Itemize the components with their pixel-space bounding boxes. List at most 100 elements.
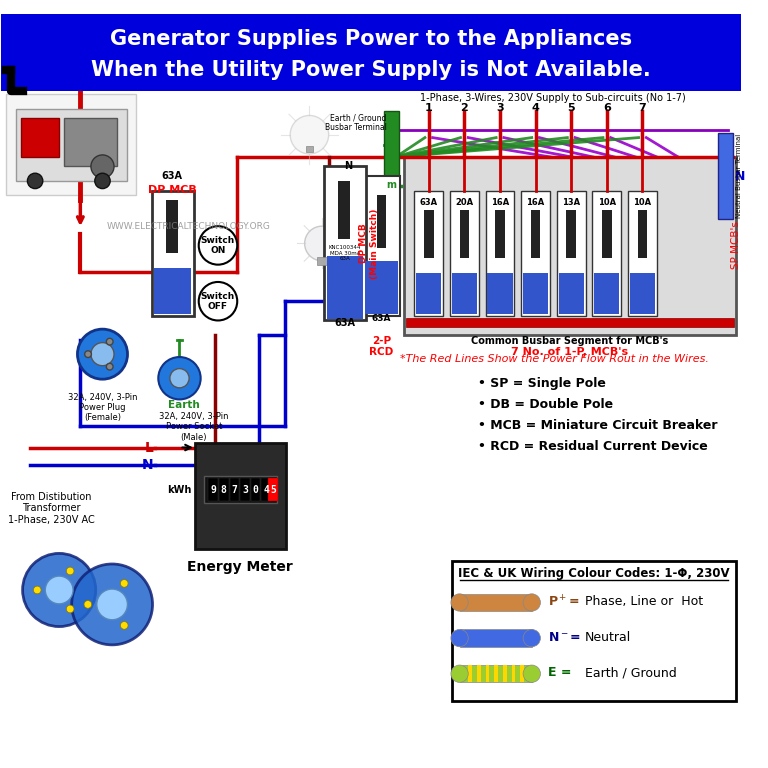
Bar <box>488 273 512 314</box>
Text: 2-P
RCD: 2-P RCD <box>369 336 394 357</box>
Text: Switch
ON: Switch ON <box>201 236 235 255</box>
Bar <box>326 256 363 319</box>
Text: KNC100344
MDA 30mA
63A: KNC100344 MDA 30mA 63A <box>329 245 361 261</box>
Text: 4: 4 <box>531 103 540 113</box>
Text: • MCB = Miniature Circuit Breaker: • MCB = Miniature Circuit Breaker <box>478 419 717 432</box>
Text: Phase, Line or  Hot: Phase, Line or Hot <box>584 595 703 608</box>
Text: 3: 3 <box>496 103 504 113</box>
Bar <box>628 190 657 316</box>
Text: 8: 8 <box>221 485 227 495</box>
Bar <box>219 478 229 502</box>
Circle shape <box>28 174 43 189</box>
Bar <box>459 594 531 611</box>
Text: 63A: 63A <box>335 319 356 329</box>
Bar <box>306 146 313 152</box>
Bar <box>16 109 127 181</box>
Text: kWh: kWh <box>167 485 192 495</box>
Bar <box>452 273 477 314</box>
Text: • SP = Single Pole: • SP = Single Pole <box>478 376 606 389</box>
Circle shape <box>66 605 74 613</box>
Bar <box>551 640 558 646</box>
Text: When the Utility Power Supply is Not Available.: When the Utility Power Supply is Not Ava… <box>91 60 651 80</box>
Text: *The Red Lines Show the Power Flow Rout in the Wires.: *The Red Lines Show the Power Flow Rout … <box>400 354 710 364</box>
Circle shape <box>121 621 128 629</box>
Bar <box>459 210 469 258</box>
Circle shape <box>523 594 541 611</box>
Bar <box>324 167 366 320</box>
Text: 4: 4 <box>263 485 269 495</box>
Circle shape <box>33 586 41 594</box>
Circle shape <box>106 338 113 345</box>
Text: Common Busbar Segment for MCB's: Common Busbar Segment for MCB's <box>471 336 668 346</box>
Bar <box>477 665 481 683</box>
Bar <box>166 200 177 253</box>
Text: DP MCB: DP MCB <box>148 185 197 195</box>
Circle shape <box>290 115 329 154</box>
Bar <box>416 273 442 314</box>
Text: N: N <box>344 161 352 171</box>
Text: 16A: 16A <box>527 197 545 207</box>
Bar <box>363 176 400 316</box>
Circle shape <box>45 576 73 604</box>
Bar <box>637 210 647 258</box>
Text: 20A: 20A <box>455 197 473 207</box>
Text: • RCD = Residual Current Device: • RCD = Residual Current Device <box>478 440 707 453</box>
Bar <box>594 273 619 314</box>
Circle shape <box>451 665 468 683</box>
Text: DP MCB
(Main Switch): DP MCB (Main Switch) <box>359 208 379 279</box>
Circle shape <box>66 567 74 574</box>
Circle shape <box>94 174 110 189</box>
Text: 6: 6 <box>603 103 611 113</box>
Text: From Distibution
Transformer
1-Phase, 230V AC: From Distibution Transformer 1-Phase, 23… <box>8 492 94 525</box>
Text: 16A: 16A <box>491 197 509 207</box>
Bar <box>485 190 515 316</box>
Bar <box>529 665 533 683</box>
Text: 0: 0 <box>253 485 259 495</box>
Bar <box>2 15 740 91</box>
Text: • DB = Double Pole: • DB = Double Pole <box>478 398 613 411</box>
Text: N$^-$=: N$^-$= <box>548 631 581 644</box>
Text: IEC & UK Wiring Colour Codes: 1-Φ, 230V: IEC & UK Wiring Colour Codes: 1-Φ, 230V <box>458 567 730 580</box>
Bar <box>151 190 194 316</box>
Text: 9: 9 <box>210 485 216 495</box>
Bar <box>452 561 736 700</box>
Circle shape <box>84 601 91 608</box>
Text: 1: 1 <box>425 103 432 113</box>
Bar <box>250 478 260 502</box>
Circle shape <box>91 343 114 366</box>
Bar <box>630 273 655 314</box>
Bar <box>383 111 399 176</box>
Bar <box>592 190 621 316</box>
Text: Neutral: Neutral <box>584 631 631 644</box>
Text: L: L <box>144 441 154 455</box>
Text: Busbar Terminal: Busbar Terminal <box>325 124 386 132</box>
Text: Energy Meter: Energy Meter <box>187 560 293 574</box>
Bar <box>21 118 59 157</box>
Text: 32A, 240V, 3-Pin
Power Plug
(Female): 32A, 240V, 3-Pin Power Plug (Female) <box>68 392 137 422</box>
Circle shape <box>451 594 468 611</box>
Bar <box>317 257 326 265</box>
Text: 5: 5 <box>270 485 276 495</box>
Text: Generator Supplies Power to the Appliances: Generator Supplies Power to the Applianc… <box>110 29 632 49</box>
Text: 63A: 63A <box>419 197 438 207</box>
Bar <box>511 665 515 683</box>
Bar <box>406 318 734 327</box>
Bar <box>558 273 584 314</box>
Text: Switch
OFF: Switch OFF <box>201 292 235 311</box>
Bar <box>459 665 531 683</box>
Circle shape <box>97 589 127 620</box>
Text: E =: E = <box>548 667 571 679</box>
Bar <box>268 478 278 502</box>
Bar <box>64 118 117 167</box>
Text: 5: 5 <box>568 103 575 113</box>
Circle shape <box>121 580 128 588</box>
Circle shape <box>523 665 541 683</box>
Circle shape <box>199 282 237 320</box>
Text: 7 No. of 1-P, MCB's: 7 No. of 1-P, MCB's <box>511 347 628 357</box>
Circle shape <box>78 329 127 379</box>
Bar <box>230 478 239 502</box>
Bar <box>240 478 250 502</box>
Text: 63A: 63A <box>161 171 182 181</box>
Bar <box>468 665 472 683</box>
Circle shape <box>305 226 339 261</box>
